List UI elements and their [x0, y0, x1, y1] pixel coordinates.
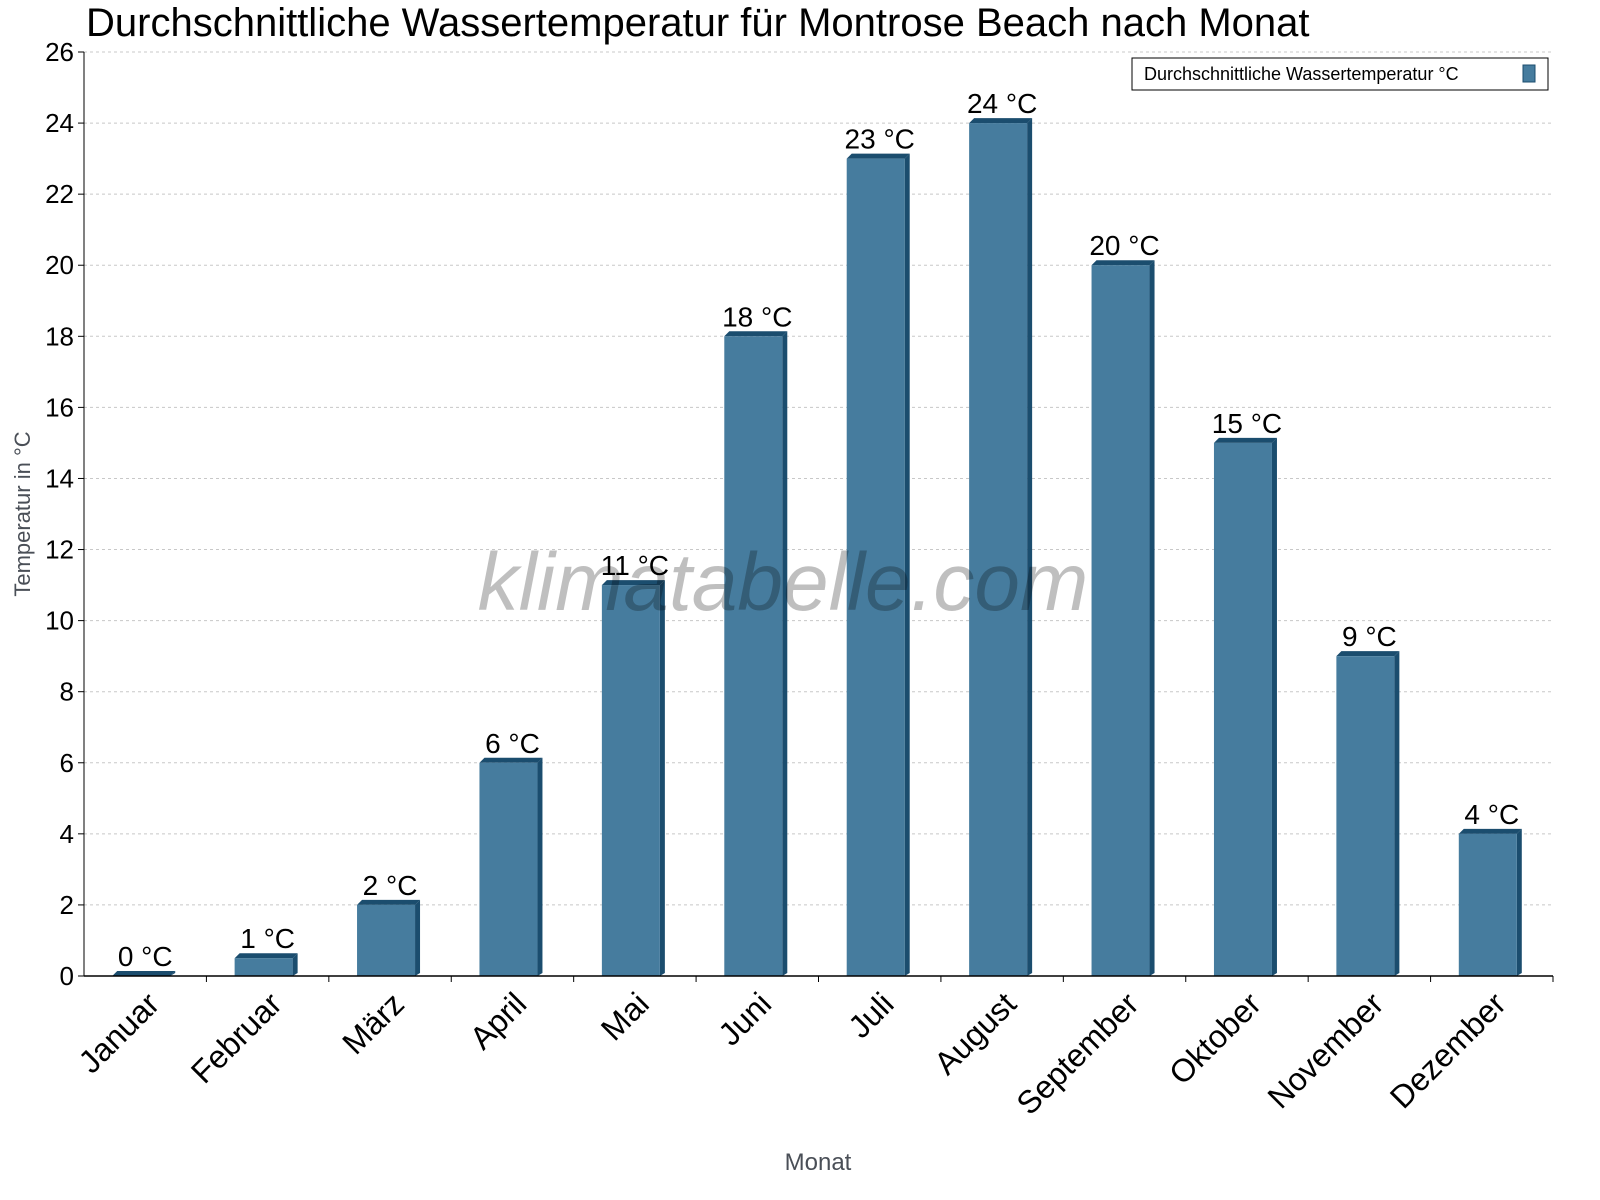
bar-top — [234, 953, 298, 959]
watermark: klimatabelle.com — [478, 537, 1089, 628]
x-tick-label: April — [463, 985, 534, 1056]
bar — [969, 123, 1028, 977]
data-label: 4 °C — [1464, 799, 1519, 830]
data-label: 18 °C — [722, 301, 792, 332]
bar-side — [415, 899, 421, 976]
bar-top — [601, 580, 665, 586]
bar-group: 15 °C — [1212, 408, 1282, 976]
y-tick-label: 20 — [45, 250, 74, 280]
bar-group: 23 °C — [845, 124, 915, 977]
bar — [357, 904, 416, 976]
y-tick-label: 24 — [45, 108, 74, 138]
x-tick-label: Juni — [711, 985, 778, 1052]
legend-label: Durchschnittliche Wassertemperatur °C — [1144, 64, 1459, 84]
bar-top — [1213, 437, 1277, 443]
x-tick-label: Mai — [594, 985, 656, 1047]
bar-top — [969, 118, 1033, 124]
x-tick-label: Oktober — [1162, 985, 1268, 1091]
bar — [1213, 442, 1272, 976]
y-tick-label: 6 — [60, 748, 74, 778]
y-axis-title: Temperatur in °C — [10, 431, 35, 596]
bar-top — [1336, 651, 1400, 657]
y-tick-label: 14 — [45, 463, 74, 493]
bar-group: 11 °C — [601, 550, 669, 976]
bar-top — [112, 971, 176, 976]
data-label: 2 °C — [363, 870, 418, 901]
bar — [1458, 833, 1517, 976]
y-tick-label: 4 — [60, 819, 74, 849]
bar-side — [292, 953, 298, 976]
bar — [724, 336, 783, 976]
legend-swatch — [1522, 64, 1536, 83]
data-label: 9 °C — [1342, 621, 1397, 652]
bar-top — [846, 153, 910, 159]
x-tick-label: Januar — [72, 985, 167, 1080]
y-tick-label: 2 — [60, 890, 74, 920]
bar — [846, 158, 905, 977]
bar-group: 4 °C — [1458, 799, 1522, 976]
x-tick-label: November — [1260, 985, 1390, 1115]
y-tick-label: 18 — [45, 321, 74, 351]
bar-top — [1091, 260, 1155, 266]
bar — [234, 958, 293, 976]
x-tick-label: März — [335, 985, 411, 1061]
data-label: 15 °C — [1212, 408, 1282, 439]
y-tick-label: 12 — [45, 535, 74, 565]
bar-group: 6 °C — [479, 728, 543, 976]
bar — [1091, 265, 1150, 976]
bar-group: 24 °C — [967, 88, 1037, 977]
bar-side — [1516, 828, 1522, 976]
bar-side — [782, 331, 788, 976]
bar-group: 0 °C — [112, 941, 176, 976]
data-label: 11 °C — [601, 550, 669, 581]
x-axis-title: Monat — [785, 1149, 852, 1176]
data-label: 23 °C — [845, 124, 915, 155]
y-tick-label: 10 — [45, 606, 74, 636]
bar-top — [724, 331, 788, 337]
y-tick-label: 26 — [45, 37, 74, 67]
data-label: 1 °C — [240, 923, 295, 954]
x-tick-label: Juli — [841, 985, 900, 1044]
legend[interactable]: Durchschnittliche Wassertemperatur °C — [1131, 57, 1549, 91]
x-tick-label: August — [927, 985, 1023, 1081]
bar-side — [659, 580, 665, 976]
bar-side — [1394, 651, 1400, 976]
gridlines — [84, 51, 1553, 906]
bar — [479, 762, 538, 976]
y-tick-label: 8 — [60, 677, 74, 707]
data-label: 0 °C — [118, 941, 173, 972]
y-tick-label: 22 — [45, 179, 74, 209]
bar-group: 2 °C — [357, 870, 421, 976]
bar-side — [1271, 437, 1277, 976]
chart-title: Durchschnittliche Wassertemperatur für M… — [86, 1, 1310, 45]
bar-side — [1149, 260, 1155, 976]
bars: 0 °C 1 °C 2 °C 6 °C 11 °C 18 °C 23 °C 24 °C 20 °… — [112, 88, 1522, 977]
bar-side — [537, 757, 543, 976]
bar-side — [1027, 118, 1033, 977]
bar-group: 20 °C — [1089, 230, 1160, 976]
x-tick-label: Februar — [184, 985, 289, 1090]
bar — [1336, 656, 1395, 976]
bar-top — [357, 899, 421, 905]
y-tick-label: 0 — [60, 961, 74, 991]
bar — [601, 585, 660, 976]
x-tick-label: Dezember — [1383, 985, 1513, 1115]
data-label: 24 °C — [967, 88, 1037, 119]
bar-group: 18 °C — [722, 301, 792, 976]
bar-side — [904, 153, 910, 977]
y-tick-label: 16 — [45, 392, 74, 422]
data-label: 6 °C — [485, 728, 540, 759]
bar-top — [479, 757, 543, 763]
bar-top — [1458, 828, 1522, 834]
legend-box — [1131, 57, 1549, 91]
data-label: 20 °C — [1089, 230, 1159, 261]
x-tick-label: September — [1009, 985, 1145, 1121]
bar-group: 1 °C — [234, 923, 298, 976]
bar-group: 9 °C — [1336, 621, 1400, 976]
